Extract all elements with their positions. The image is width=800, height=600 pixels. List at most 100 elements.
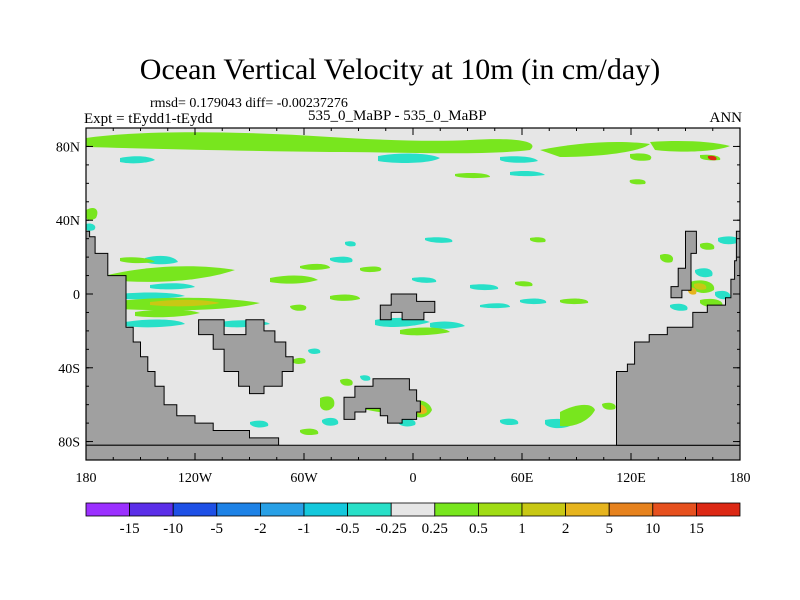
contour-positive [700, 242, 715, 250]
colorbar-label: 2 [562, 521, 570, 537]
x-tick-label: 0 [410, 471, 417, 486]
contour-positive [270, 275, 318, 284]
y-tick-label: 40N [56, 214, 80, 229]
colorbar: -15 -10 -5 -2 -1 -0.5 -0.25 0.25 0.5 1 2 5 10 15 [85, 502, 741, 537]
contour-positive [340, 378, 353, 386]
y-tick-label: 80N [56, 140, 80, 155]
velocity-contours [86, 132, 740, 436]
contour-positive [320, 396, 335, 411]
y-tick-label: 40S [58, 362, 80, 377]
colorbar-swatch [477, 502, 523, 517]
contour-negative [150, 283, 195, 290]
colorbar-swatch [390, 502, 436, 517]
contour-negative [120, 156, 155, 164]
contour-negative [510, 171, 545, 177]
contour-negative [715, 290, 731, 300]
colorbar-label: 10 [645, 521, 660, 537]
season-label: ANN [709, 110, 743, 126]
land-mass [198, 319, 294, 395]
contour-negative [500, 156, 538, 163]
contour-negative [425, 237, 453, 243]
chart-title: Ocean Vertical Velocity at 10m (in cm/da… [139, 53, 661, 86]
contour-positive [602, 402, 616, 410]
contour-strong-positive [707, 155, 717, 161]
contour-positive [530, 237, 546, 243]
contour-positive [86, 132, 533, 154]
contour-negative [360, 375, 371, 381]
colorbar-label: 0.25 [422, 521, 448, 537]
contour-negative [520, 298, 547, 305]
colorbar-label: 5 [605, 521, 613, 537]
contour-positive [135, 309, 200, 318]
plot-frame [85, 127, 741, 461]
colorbar-swatch [303, 502, 348, 517]
colorbar-swatch [696, 502, 741, 517]
x-tick-label: 60E [511, 471, 534, 486]
contour-positive [330, 294, 360, 301]
x-tick-label: 120E [616, 471, 646, 486]
x-tick-label: 180 [76, 471, 97, 486]
contour-negative [470, 284, 499, 291]
colorbar-swatch [347, 502, 392, 517]
land-mass [85, 230, 280, 446]
contour-negative [670, 303, 688, 311]
contour-positive [290, 304, 307, 311]
land-mass [343, 378, 421, 424]
contour-positive [560, 298, 589, 305]
colorbar-swatch [608, 502, 654, 517]
contour-negative [330, 256, 353, 263]
land-mass [616, 230, 741, 446]
colorbar-label: 0.5 [469, 521, 488, 537]
y-axis: 80N 40N 0 40S 80S [56, 140, 740, 451]
land-mass [379, 293, 436, 321]
contour-negative [308, 348, 321, 354]
colorbar-swatch [85, 502, 130, 517]
contour-positive [629, 179, 646, 185]
colorbar-label: 1 [518, 521, 526, 537]
contour-positive [660, 253, 674, 263]
colorbar-label: 15 [689, 521, 704, 537]
contour-positive [300, 263, 330, 270]
case-text: 535_0_MaBP - 535_0_MaBP [308, 108, 487, 124]
contour-positive [515, 281, 533, 287]
colorbar-label: -10 [163, 521, 183, 537]
x-tick-label: 120W [178, 471, 213, 486]
contour-positive [292, 357, 306, 364]
contour-negative [86, 223, 96, 231]
x-tick-label: 60W [290, 471, 318, 486]
contour-positive [455, 173, 490, 179]
contour-positive [300, 428, 319, 436]
contour-mid-positive [694, 283, 707, 290]
colorbar-label: -1 [298, 521, 311, 537]
contour-negative [345, 241, 356, 247]
contour-positive [108, 266, 235, 282]
contour-negative [412, 277, 437, 283]
contour-positive [86, 207, 98, 221]
colorbar-swatch [521, 502, 566, 517]
y-tick-label: 80S [58, 436, 80, 451]
colorbar-label: -0.5 [336, 521, 360, 537]
contour-positive [120, 257, 155, 264]
contour-positive [540, 142, 650, 157]
land-mass [670, 230, 697, 299]
x-axis: 180 120W 60W 0 60E 120E 180 [76, 128, 751, 486]
colorbar-label: -15 [120, 521, 140, 537]
colorbar-label: -5 [211, 521, 224, 537]
colorbar-swatch [129, 502, 174, 517]
colorbar-swatch [259, 502, 305, 517]
colorbar-label: -0.25 [376, 521, 407, 537]
contour-positive [400, 327, 450, 336]
contour-positive [630, 153, 652, 161]
contour-negative [378, 153, 440, 163]
contour-positive [650, 141, 730, 152]
y-tick-label: 0 [73, 288, 80, 303]
contour-positive [560, 404, 595, 427]
contour-negative [430, 321, 465, 329]
experiment-text: Expt = tEydd1-tEydd [84, 111, 213, 127]
colorbar-swatch [565, 502, 610, 517]
contour-mid-positive [150, 299, 220, 307]
colorbar-swatch [434, 502, 479, 517]
colorbar-swatch [652, 502, 697, 517]
contour-negative [250, 420, 269, 428]
